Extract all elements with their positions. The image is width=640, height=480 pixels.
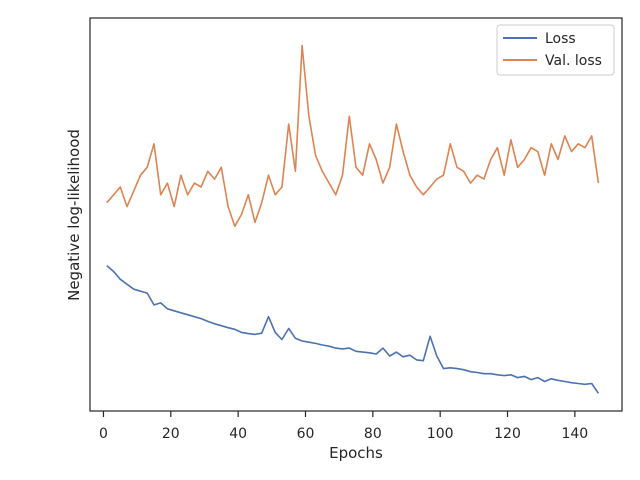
series-line-loss: [106, 264, 600, 394]
legend: Loss Val. loss: [496, 24, 615, 76]
x-axis-ticks: 0 20 40 60 80 100 120 140: [99, 411, 588, 442]
x-axis-label: Epochs: [329, 444, 383, 462]
x-tick-label: 40: [229, 426, 247, 442]
x-tick-label: 120: [494, 426, 521, 442]
plot-frame: [89, 17, 623, 412]
x-tick-label: 0: [99, 426, 108, 442]
series-lines: [106, 44, 600, 394]
legend-label-val-loss: Val. loss: [545, 53, 602, 69]
legend-label-loss: Loss: [545, 31, 576, 47]
x-tick-label: 60: [297, 426, 315, 442]
x-tick-label: 20: [162, 426, 180, 442]
x-tick-label: 100: [427, 426, 454, 442]
series-line-val-loss: [106, 44, 600, 228]
y-axis-label: Negative log-likelihood: [65, 129, 83, 301]
x-tick-label: 80: [364, 426, 382, 442]
x-tick-label: 140: [561, 426, 588, 442]
